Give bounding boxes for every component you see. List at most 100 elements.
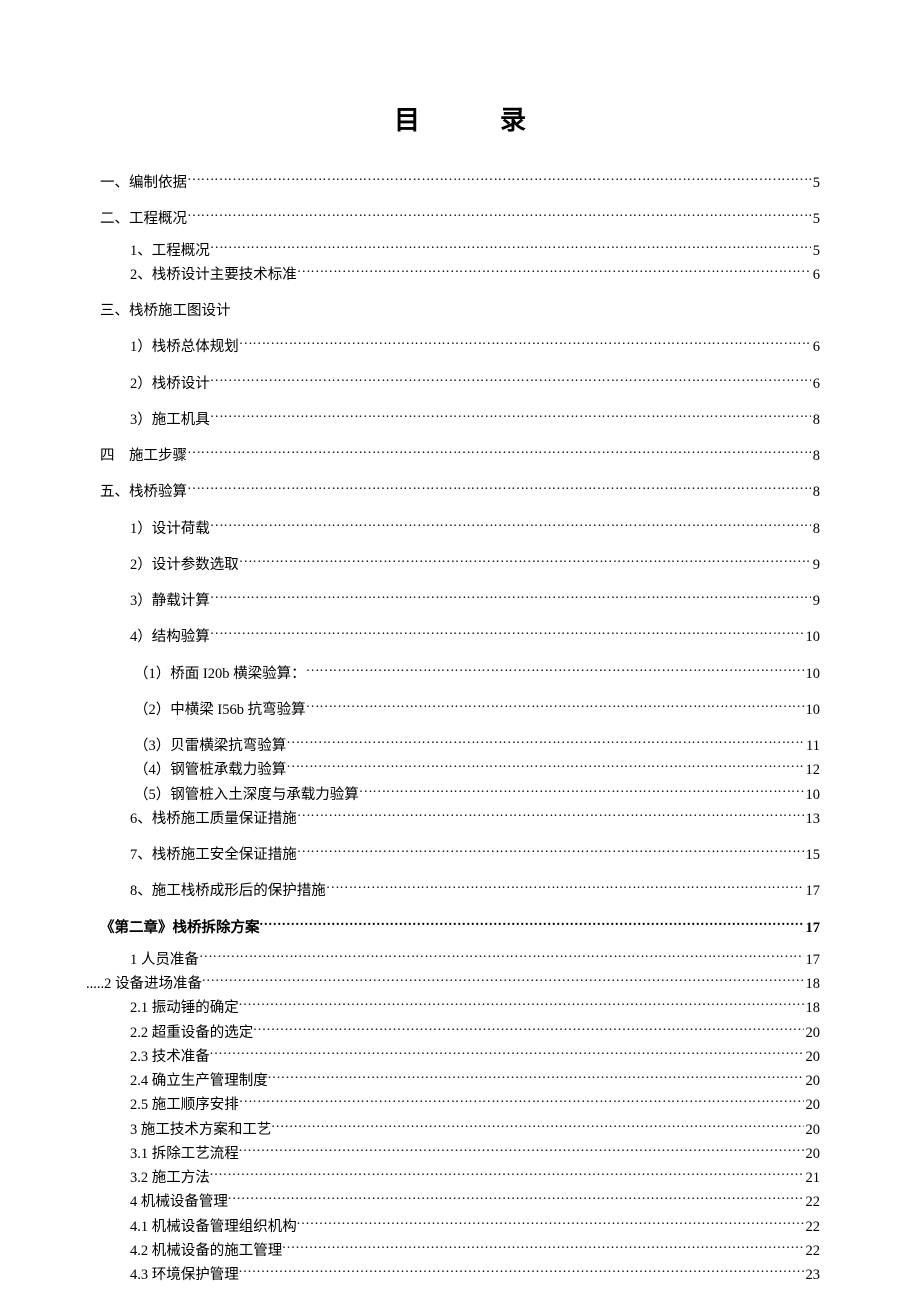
toc-entry: 2）栈桥设计 6: [100, 373, 820, 395]
toc-entry-label: 3）施工机具: [130, 410, 210, 432]
toc-leader-dots: [297, 845, 804, 860]
toc-leader-dots: [210, 627, 804, 642]
toc-entry: 2、栈桥设计主要技术标准6: [100, 265, 820, 287]
toc-entry: 2.2 超重设备的选定20: [100, 1022, 820, 1044]
toc-leader-dots: [326, 881, 804, 896]
toc-entry-page: 12: [804, 760, 821, 782]
toc-entry-page: 5: [811, 241, 820, 263]
toc-entry-label: 8、施工栈桥成形后的保护措施: [130, 881, 326, 903]
toc-leader-dots: [297, 808, 804, 823]
toc-entry: 4.1 机械设备管理组织机构 22: [100, 1216, 820, 1238]
toc-entry-label: 4.2 机械设备的施工管理: [130, 1241, 282, 1263]
toc-leader-dots: [306, 663, 804, 678]
toc-entry: 6、栈桥施工质量保证措施13: [100, 808, 820, 830]
toc-entry: 1 人员准备17: [100, 949, 820, 971]
toc-entry-label: 2.5 施工顺序安排: [130, 1095, 239, 1117]
toc-entry: 2.5 施工顺序安排20: [100, 1095, 820, 1117]
toc-entry: 1、工程概况 5: [100, 241, 820, 263]
toc-entry: （3）贝雷横梁抗弯验算 11: [100, 736, 820, 758]
toc-entry-label: 4）结构验算: [130, 627, 210, 649]
toc-entry: 8、施工栈桥成形后的保护措施 17: [100, 881, 820, 903]
toc-entry: 五、栈桥验算8: [100, 482, 820, 504]
toc-entry-label: 2.1 振动锤的确定: [130, 998, 239, 1020]
toc-entry: 《第二章》栈桥拆除方案17: [100, 917, 820, 939]
toc-leader-dots: [239, 554, 811, 569]
toc-entry-page: 22: [804, 1192, 821, 1214]
toc-leader-dots: [239, 998, 804, 1013]
toc-leader-dots: [297, 1216, 804, 1231]
toc-leader-dots: [260, 917, 804, 932]
toc-entry-page: 20: [804, 1023, 821, 1045]
toc-entry: 1）栈桥总体规划6: [100, 337, 820, 359]
toc-entry-page: 6: [811, 374, 820, 396]
toc-leader-dots: [239, 1265, 804, 1280]
toc-entry-page: 6: [811, 337, 820, 359]
toc-entry: 3）施工机具8: [100, 409, 820, 431]
toc-entry: 4.3 环境保护管理23: [100, 1265, 820, 1287]
toc-entry: 3）静载计算9: [100, 591, 820, 613]
toc-entry: （1）桥面 I20b 横梁验算：10: [100, 663, 820, 685]
toc-entry-label: 2.4 确立生产管理制度: [130, 1071, 268, 1093]
toc-entry-page: 21: [804, 1168, 821, 1190]
toc-entry-label: 3.2 施工方法: [130, 1168, 210, 1190]
table-of-contents: 一、编制依据5二、工程概况51、工程概况52、栈桥设计主要技术标准6三、栈桥施工…: [100, 172, 820, 1287]
toc-leader-dots: [210, 1168, 804, 1183]
page-title: 目录: [100, 100, 820, 137]
toc-entry-label: （1）桥面 I20b 横梁验算：: [134, 664, 306, 686]
toc-entry-label: 2）栈桥设计: [130, 374, 210, 396]
toc-entry-label: 4.1 机械设备管理组织机构: [130, 1217, 297, 1239]
toc-entry-page: 10: [804, 700, 821, 722]
toc-leader-dots: [253, 1022, 803, 1037]
toc-entry-label: 2.3 技术准备: [130, 1047, 210, 1069]
toc-entry: 2.1 振动锤的确定18: [100, 998, 820, 1020]
toc-entry: 3.1 拆除工艺流程 20: [100, 1143, 820, 1165]
toc-entry-label: 一、编制依据: [100, 173, 187, 195]
toc-entry: 7、栈桥施工安全保证措施 15: [100, 845, 820, 867]
toc-leader-dots: [210, 518, 811, 533]
toc-entry-label: 2）设计参数选取: [130, 555, 239, 577]
toc-entry-label: 3.1 拆除工艺流程: [130, 1144, 239, 1166]
toc-leader-dots: [187, 172, 811, 187]
toc-entry-page: 9: [811, 555, 820, 577]
toc-entry: 3.2 施工方法 21: [100, 1168, 820, 1190]
toc-leader-dots: [228, 1192, 804, 1207]
toc-entry-page: 15: [804, 845, 821, 867]
toc-leader-dots: [306, 699, 804, 714]
toc-entry-label: .....2 设备进场准备: [86, 974, 202, 996]
toc-entry-label: 2、栈桥设计主要技术标准: [130, 265, 297, 287]
toc-leader-dots: [199, 949, 804, 964]
toc-entry-label: （3）贝雷横梁抗弯验算: [134, 736, 286, 758]
toc-entry: （4）钢管桩承载力验算12: [100, 760, 820, 782]
toc-leader-dots: [271, 1119, 803, 1134]
toc-entry-label: 1、工程概况: [130, 241, 210, 263]
toc-entry-label: 《第二章》栈桥拆除方案: [100, 918, 260, 940]
toc-entry-label: 3 施工技术方案和工艺: [130, 1120, 271, 1142]
toc-leader-dots: [286, 760, 803, 775]
toc-entry-page: 11: [804, 736, 820, 758]
toc-entry-label: 7、栈桥施工安全保证措施: [130, 845, 297, 867]
toc-entry-label: （2）中横梁 I56b 抗弯验算: [134, 700, 306, 722]
toc-leader-dots: [202, 974, 804, 989]
toc-entry-page: 8: [811, 519, 820, 541]
toc-leader-dots: [210, 373, 811, 388]
toc-leader-dots: [187, 208, 811, 223]
toc-entry-label: 四 施工步骤: [100, 446, 187, 468]
toc-leader-dots: [282, 1240, 803, 1255]
toc-entry: 4）结构验算10: [100, 627, 820, 649]
toc-entry-page: 9: [811, 591, 820, 613]
toc-leader-dots: [210, 1046, 804, 1061]
toc-leader-dots: [286, 736, 804, 751]
toc-leader-dots: [359, 784, 804, 799]
toc-entry-page: 17: [804, 950, 821, 972]
toc-entry-page: 20: [804, 1071, 821, 1093]
toc-leader-dots: [239, 1143, 804, 1158]
toc-entry-page: 8: [811, 446, 820, 468]
toc-leader-dots: [268, 1071, 804, 1086]
toc-entry: .....2 设备进场准备 18: [86, 974, 820, 996]
toc-leader-dots: [210, 241, 811, 256]
toc-entry-page: 17: [804, 881, 821, 903]
toc-entry-page: 18: [804, 974, 821, 996]
toc-entry-page: 20: [804, 1144, 821, 1166]
toc-entry: 1）设计荷载8: [100, 518, 820, 540]
toc-entry-page: 22: [804, 1217, 821, 1239]
